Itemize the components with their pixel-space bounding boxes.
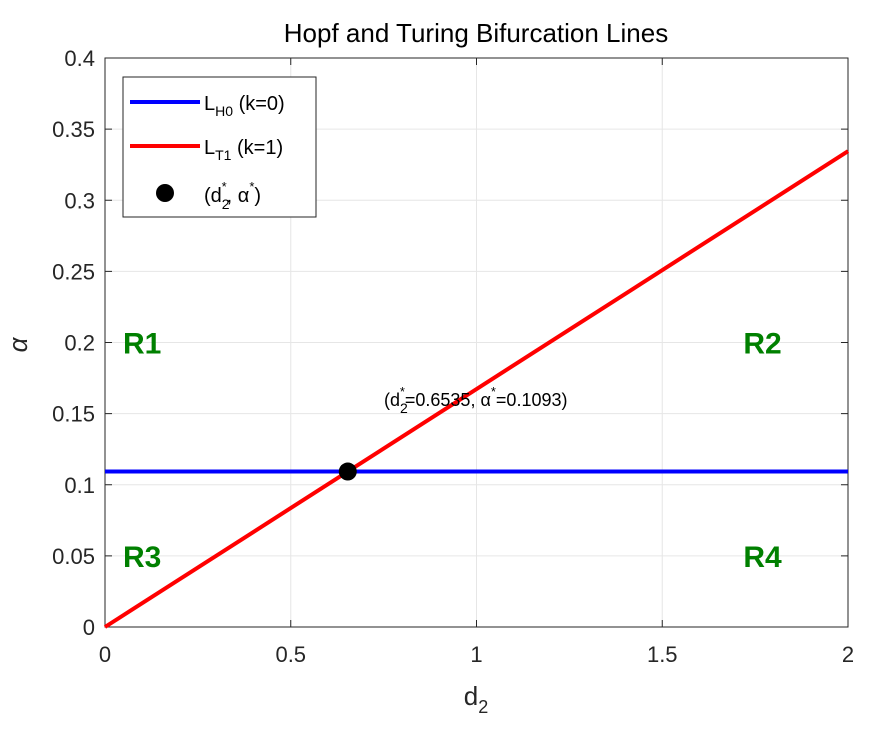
- annot-sub: 2: [400, 400, 408, 416]
- x-tick-label: 0.5: [275, 642, 306, 667]
- annot-open: (d: [384, 390, 400, 410]
- region-label-r1: R1: [123, 328, 161, 361]
- region-label-r3: R3: [123, 541, 161, 574]
- series-line-lt1: [103, 149, 850, 629]
- y-axis-label: α: [3, 336, 33, 352]
- y-tick-label: 0.05: [52, 544, 95, 569]
- legend-label-lh0: LH0 (k=0): [204, 93, 285, 119]
- x-axis-label: d2: [464, 681, 488, 717]
- series-lines: [103, 149, 850, 629]
- y-axis-ticks: 0 0.05 0.1 0.15 0.2 0.25 0.3 0.35 0.4: [52, 46, 848, 640]
- y-tick-label: 0.25: [52, 259, 95, 284]
- legend-label-lt1: LT1 (k=1): [204, 137, 283, 163]
- x-tick-label: 1.5: [647, 642, 678, 667]
- legend-swatch-point: [156, 184, 174, 202]
- region-labels: R1 R2 R3 R4: [123, 328, 782, 574]
- x-tick-label: 1: [470, 642, 482, 667]
- intersection-point: [338, 462, 357, 481]
- annot-sup1: *: [400, 384, 405, 399]
- annot-sup2: *: [491, 384, 496, 399]
- y-tick-label: 0.4: [64, 46, 95, 71]
- chart-title: Hopf and Turing Bifurcation Lines: [284, 18, 668, 48]
- legend: LH0 (k=0) LT1 (k=1) (d2*, α*): [122, 76, 317, 218]
- region-label-r2: R2: [743, 328, 781, 361]
- y-tick-label: 0.1: [64, 473, 95, 498]
- x-tick-label: 2: [842, 642, 854, 667]
- legend-label-point: (d2*, α*): [204, 179, 261, 212]
- x-axis-ticks: 0 0.5 1 1.5 2: [99, 58, 854, 667]
- y-tick-label: 0.35: [52, 117, 95, 142]
- y-tick-label: 0.2: [64, 331, 95, 356]
- intersection-annotation: (d2*=0.6535, α*=0.1093): [384, 384, 567, 416]
- y-tick-label: 0.15: [52, 402, 95, 427]
- y-tick-label: 0.3: [64, 188, 95, 213]
- region-label-r4: R4: [743, 541, 782, 574]
- x-tick-label: 0: [99, 642, 111, 667]
- annot-mid2: =0.1093): [496, 390, 568, 410]
- y-tick-label: 0: [83, 615, 95, 640]
- annot-mid1: =0.6535, α: [405, 390, 491, 410]
